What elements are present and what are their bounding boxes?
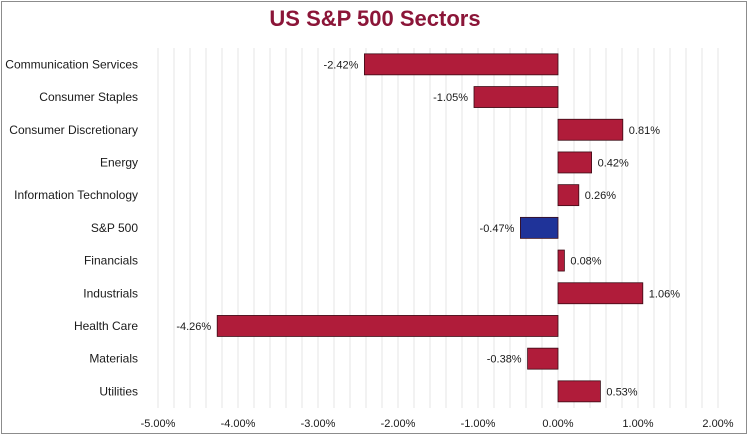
category-label-energy: Energy — [100, 155, 138, 169]
value-label-consumer-discretionary: 0.81% — [629, 125, 660, 137]
value-label-sandp-500: -0.47% — [480, 223, 515, 235]
bar-consumer-staples — [473, 86, 559, 108]
bar-health-care — [216, 315, 559, 337]
value-label-industrials: 1.06% — [649, 288, 680, 300]
category-labels: Communication Services Consumer Staples Co… — [5, 57, 138, 398]
category-label-communication-services: Communication Services — [5, 57, 138, 71]
gridlines — [157, 48, 719, 408]
bar-sandp-500 — [520, 216, 559, 239]
bar-communication-services — [363, 53, 559, 76]
bar-energy — [557, 151, 592, 174]
x-tick-label: -4.00% — [221, 418, 256, 430]
bar-consumer-discretionary — [557, 118, 624, 141]
chart-title: US S&P 500 Sectors — [269, 6, 481, 31]
category-label-materials: Materials — [89, 352, 138, 366]
bar-information-technology — [557, 184, 580, 207]
category-label-consumer-staples: Consumer Staples — [39, 90, 138, 104]
value-label-information-technology: 0.26% — [585, 190, 616, 202]
category-label-information-technology: Information Technology — [14, 188, 138, 202]
bars — [216, 53, 644, 403]
category-label-consumer-discretionary: Consumer Discretionary — [9, 123, 138, 137]
category-label-health-care: Health Care — [74, 319, 138, 333]
x-tick-label: -5.00% — [141, 418, 176, 430]
x-tick-label: -2.00% — [381, 418, 416, 430]
x-tick-label: 1.00% — [622, 418, 653, 430]
value-labels: -2.42% -1.05% 0.81% 0.42% 0.26% -0.47% 0.08% 1.… — [176, 59, 680, 398]
value-label-health-care: -4.26% — [176, 321, 211, 333]
value-label-utilities: 0.53% — [606, 386, 637, 398]
category-label-utilities: Utilities — [99, 384, 138, 398]
bar-materials — [527, 347, 559, 370]
category-label-industrials: Industrials — [83, 286, 138, 300]
value-label-energy: 0.42% — [598, 157, 629, 169]
value-label-materials: -0.38% — [487, 354, 522, 366]
value-label-financials: 0.08% — [570, 256, 601, 268]
x-tick-label: -3.00% — [301, 418, 336, 430]
bar-financials — [557, 249, 565, 272]
value-label-communication-services: -2.42% — [324, 59, 359, 71]
bar-industrials — [557, 282, 644, 305]
x-axis-tick-labels: -5.00% -4.00% -3.00% -2.00% -1.00% 0.00% 1.00%… — [141, 418, 734, 430]
category-label-sandp-500: S&P 500 — [91, 221, 138, 235]
value-label-consumer-staples: -1.05% — [433, 92, 468, 104]
x-tick-label: 2.00% — [702, 418, 733, 430]
category-label-financials: Financials — [84, 254, 138, 268]
x-tick-label: -1.00% — [461, 418, 496, 430]
bar-utilities — [557, 380, 601, 403]
x-tick-label: 0.00% — [542, 418, 573, 430]
